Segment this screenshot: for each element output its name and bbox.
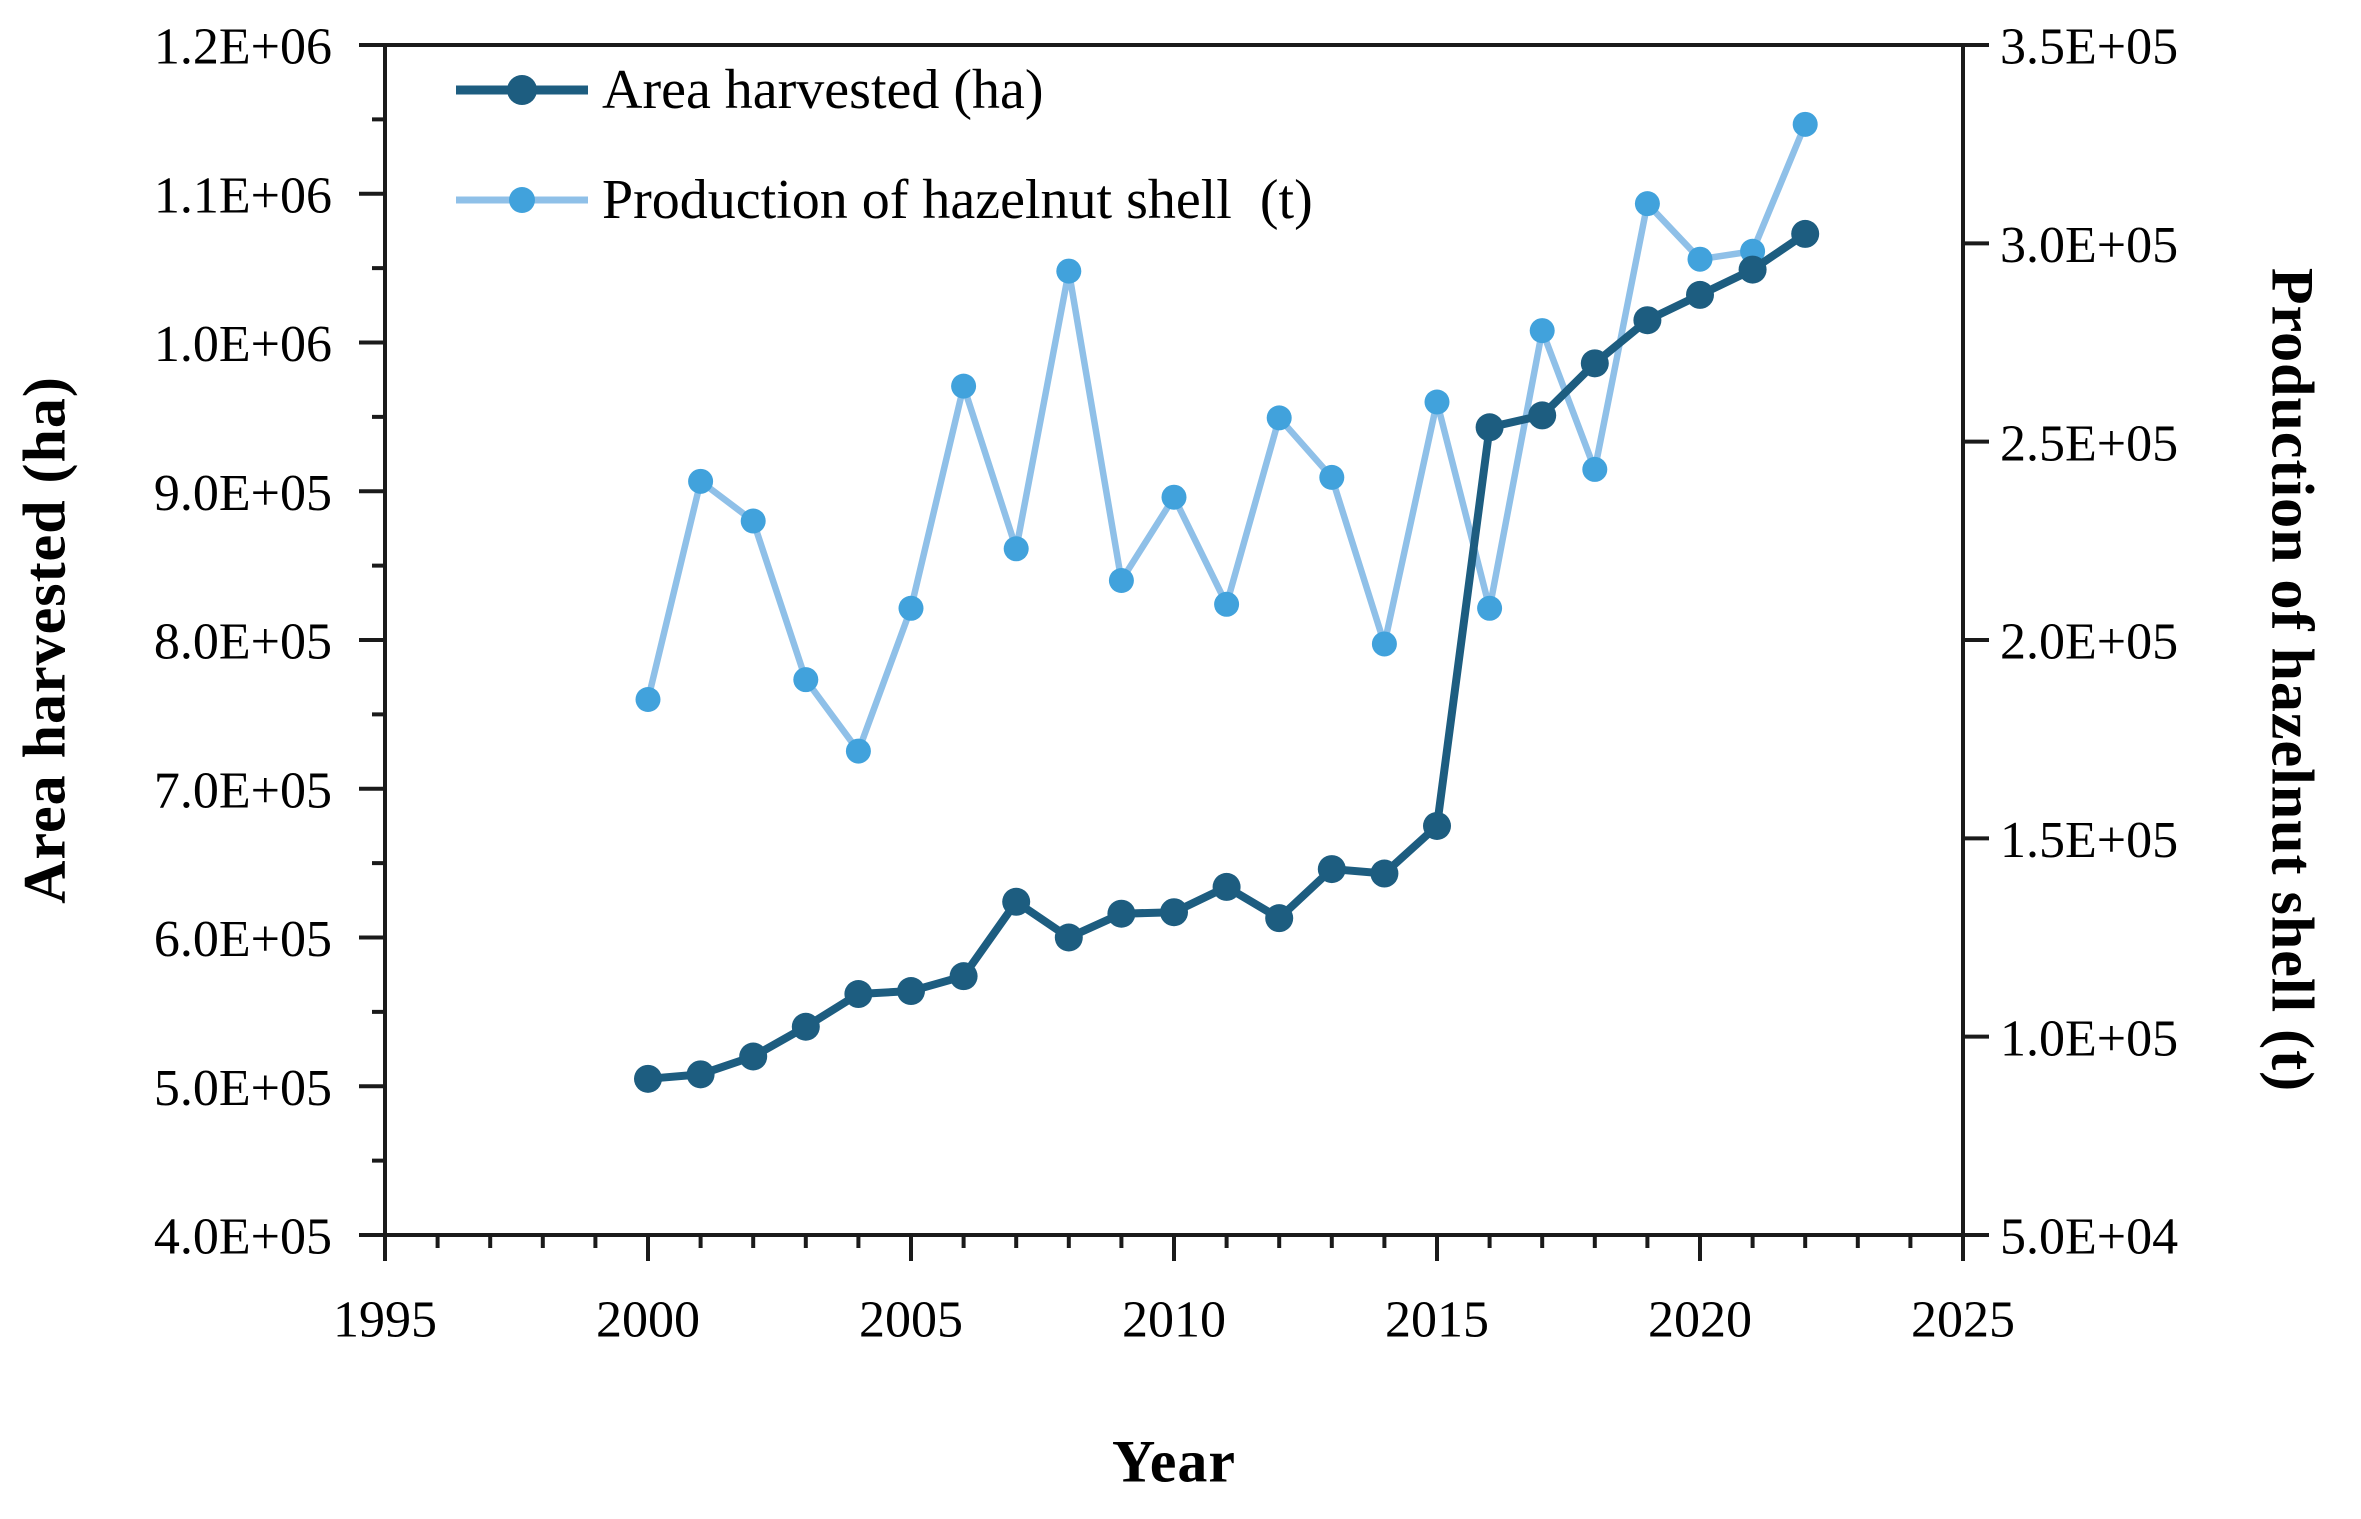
left-y-axis-tick-label: 4.0E+05 <box>154 1209 332 1266</box>
legend-label-shell: Production of hazelnut shell (t) <box>602 169 1313 231</box>
right-y-axis-title: Production of hazelnut shell (t) <box>2259 267 2326 1093</box>
data-point-marker-shell <box>1529 318 1555 344</box>
data-point-marker-area <box>1528 401 1557 430</box>
data-point-marker-shell <box>951 373 977 399</box>
right-y-axis-tick-label: 3.5E+05 <box>2000 19 2178 76</box>
x-axis-tick-label: 2015 <box>1385 1292 1489 1349</box>
x-axis-tick-label: 1995 <box>333 1292 437 1349</box>
data-point-marker-area <box>1791 219 1820 248</box>
right-y-axis-tick-label: 3.0E+05 <box>2000 217 2178 274</box>
data-point-marker-shell <box>635 687 661 712</box>
data-point-marker-shell <box>1634 191 1660 217</box>
right-y-axis-tick-label: 2.0E+05 <box>2000 614 2178 671</box>
legend: Area harvested (ha) Production of hazeln… <box>452 58 1313 278</box>
data-point-marker-shell <box>845 738 871 764</box>
left-y-axis-tick-label: 8.0E+05 <box>154 614 332 671</box>
data-point-marker-shell <box>1477 595 1503 621</box>
data-point-marker-area <box>1475 413 1504 442</box>
data-point-marker-shell <box>1003 536 1029 562</box>
x-axis-tick-label: 2025 <box>1911 1292 2015 1349</box>
data-point-marker-area <box>1107 899 1136 928</box>
data-point-marker-shell <box>1792 111 1818 137</box>
data-point-marker-shell <box>1371 631 1397 657</box>
data-point-marker-area <box>791 1012 820 1041</box>
data-point-marker-area <box>1002 887 1031 916</box>
left-y-axis-tick-label: 7.0E+05 <box>154 762 332 819</box>
data-point-marker-area <box>1212 872 1241 901</box>
data-point-marker-shell <box>1319 464 1345 490</box>
right-y-axis-tick-label: 5.0E+04 <box>2000 1209 2178 1266</box>
data-point-marker-area <box>739 1042 768 1071</box>
data-point-marker-shell <box>1214 591 1240 617</box>
data-point-marker-shell <box>1056 258 1082 284</box>
right-y-axis-tick-label: 2.5E+05 <box>2000 415 2178 472</box>
data-point-marker-shell <box>1687 246 1713 272</box>
series-line-area <box>644 229 1810 1083</box>
data-point-marker-shell <box>740 508 766 534</box>
data-point-marker-area <box>1580 349 1609 378</box>
data-point-marker-area <box>1370 859 1399 888</box>
data-point-marker-shell <box>1424 389 1450 415</box>
data-point-marker-shell <box>1108 568 1134 593</box>
area-series-swatch-icon <box>456 75 588 105</box>
left-y-axis-tick-label: 1.0E+06 <box>154 316 332 373</box>
right-y-axis-tick-label: 1.0E+05 <box>2000 1010 2178 1067</box>
data-point-marker-area <box>634 1064 662 1093</box>
data-point-marker-shell <box>688 468 714 494</box>
data-point-marker-area <box>1317 855 1346 884</box>
data-point-marker-area <box>949 962 978 991</box>
left-y-axis-tick-label: 5.0E+05 <box>154 1060 332 1117</box>
data-point-marker-area <box>897 977 925 1006</box>
data-point-marker-shell <box>1582 456 1608 482</box>
x-axis-tick-label: 2005 <box>859 1292 963 1349</box>
right-y-axis-tick-label: 1.5E+05 <box>2000 812 2178 869</box>
data-point-marker-area <box>1265 904 1294 933</box>
data-point-marker-area <box>1160 898 1188 927</box>
shell-series-swatch-icon <box>456 187 588 213</box>
legend-label-area: Area harvested (ha) <box>602 59 1044 121</box>
data-point-marker-shell <box>1161 484 1187 510</box>
x-axis-tick-label: 2020 <box>1648 1292 1752 1349</box>
data-point-marker-area <box>1633 306 1662 335</box>
data-point-marker-shell <box>1266 405 1292 431</box>
legend-item-area: Area harvested (ha) <box>452 58 1313 122</box>
data-point-marker-area <box>1423 811 1451 840</box>
x-axis-title: Year <box>1112 1428 1236 1495</box>
x-axis-tick-label: 2010 <box>1122 1292 1226 1349</box>
data-point-marker-area <box>1054 923 1083 952</box>
data-point-marker-area <box>1738 255 1767 284</box>
data-point-marker-shell <box>793 667 819 693</box>
left-y-axis-tick-label: 9.0E+05 <box>154 465 332 522</box>
left-y-axis-tick-label: 1.1E+06 <box>154 167 332 224</box>
legend-item-shell: Production of hazelnut shell (t) <box>452 168 1313 232</box>
data-point-marker-area <box>1686 280 1714 309</box>
data-point-marker-shell <box>898 595 924 621</box>
data-point-marker-area <box>844 980 873 1009</box>
left-y-axis-tick-label: 6.0E+05 <box>154 911 332 968</box>
data-point-marker-area <box>686 1060 715 1089</box>
left-y-axis-title: Area harvested (ha) <box>11 376 78 904</box>
left-y-axis-tick-label: 1.2E+06 <box>154 19 332 76</box>
x-axis-tick-label: 2000 <box>596 1292 700 1349</box>
